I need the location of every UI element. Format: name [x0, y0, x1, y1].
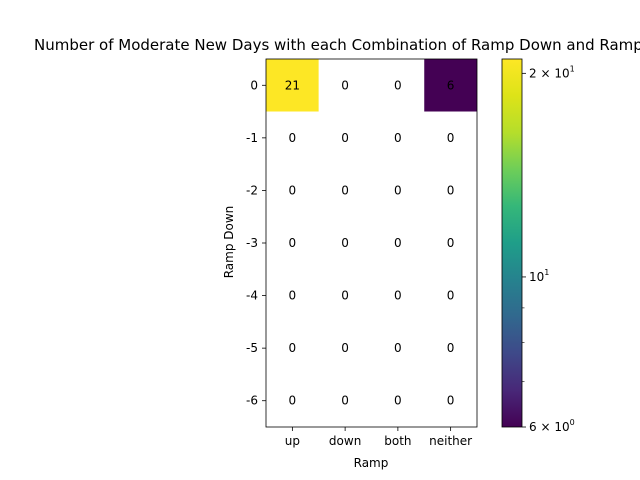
- heatmap-cell: [318, 59, 372, 112]
- cell-value-label: 0: [394, 131, 402, 145]
- cell-value-label: 0: [341, 131, 349, 145]
- y-tick-label: -6: [246, 394, 258, 408]
- chart-title: Number of Moderate New Days with each Co…: [34, 36, 640, 54]
- cell-value-label: 0: [289, 183, 297, 197]
- colorbar-gradient: [501, 58, 523, 428]
- cell-value-label: 0: [341, 341, 349, 355]
- heatmap-cell: [371, 216, 425, 270]
- cell-value-label: 6: [447, 78, 455, 92]
- y-tick-label: 0: [250, 78, 258, 92]
- cell-value-label: 0: [447, 289, 455, 303]
- colorbar-tick-label: 2 × 101: [529, 64, 575, 80]
- x-tick-label: neither: [429, 434, 472, 448]
- cell-value-label: 0: [289, 341, 297, 355]
- cell-value-label: 0: [394, 341, 402, 355]
- y-tick-label: -2: [246, 183, 258, 197]
- heatmap-cell: [266, 321, 319, 375]
- cell-value-label: 0: [341, 236, 349, 250]
- cell-value-label: 0: [447, 394, 455, 408]
- cell-value-label: 0: [447, 183, 455, 197]
- heatmap-cell: [266, 164, 319, 217]
- cell-value-label: 0: [447, 341, 455, 355]
- heatmap-cell: [424, 59, 477, 112]
- heatmap-plot-area: 21 0 0 6 0 0 0 0 0 0 0 0 0 0 0 0 0 0 0 0 0 0 0 0 0 0 0 0 up down both n…: [246, 58, 478, 448]
- cell-value-label: 0: [289, 236, 297, 250]
- cell-value-label: 0: [341, 183, 349, 197]
- heatmap-cell: [424, 269, 477, 322]
- cell-value-label: 0: [341, 78, 349, 92]
- heatmap-cell: [424, 321, 477, 375]
- heatmap-cell: [371, 59, 425, 112]
- y-tick-label: -4: [246, 289, 258, 303]
- colorbar: 6 × 100 101 2 × 101: [501, 58, 575, 434]
- cell-value-label: 0: [341, 289, 349, 303]
- cell-value-label: 0: [394, 183, 402, 197]
- heatmap-cell: [424, 374, 477, 427]
- cell-value-label: 0: [447, 236, 455, 250]
- cell-value-label: 0: [289, 394, 297, 408]
- heatmap-cell: [318, 374, 372, 427]
- heatmap-cell: [266, 374, 319, 427]
- x-axis-label: Ramp: [354, 456, 389, 470]
- cell-value-label: 0: [289, 131, 297, 145]
- cell-value-label: 0: [394, 394, 402, 408]
- y-axis-label: Ramp Down: [222, 206, 236, 279]
- heatmap-cell: [424, 216, 477, 270]
- heatmap-cell: [318, 111, 372, 165]
- y-tick-label: -1: [246, 131, 258, 145]
- heatmap-cell: [371, 164, 425, 217]
- heatmap-cell: [266, 269, 319, 322]
- cell-value-label: 0: [447, 131, 455, 145]
- heatmap-cell: [424, 164, 477, 217]
- heatmap-cell: [318, 164, 372, 217]
- heatmap-cell: [318, 269, 372, 322]
- x-tick-label: up: [285, 434, 300, 448]
- cell-value-label: 0: [341, 394, 349, 408]
- heatmap-cell: [371, 269, 425, 322]
- y-tick-label: -3: [246, 236, 258, 250]
- cell-value-label: 0: [394, 78, 402, 92]
- colorbar-tick-label: 101: [529, 268, 549, 284]
- heatmap-cell: [371, 111, 425, 165]
- heatmap-cell: [318, 321, 372, 375]
- heatmap-cell: [318, 216, 372, 270]
- cell-value-label: 0: [394, 289, 402, 303]
- heatmap-cell: [424, 111, 477, 165]
- cell-value-label: 21: [285, 78, 300, 92]
- colorbar-tick-label: 6 × 100: [529, 418, 575, 434]
- heatmap-cell: [266, 216, 319, 270]
- x-tick-label: both: [384, 434, 411, 448]
- y-tick-label: -5: [246, 341, 258, 355]
- cell-value-label: 0: [289, 289, 297, 303]
- heatmap-cell: [371, 321, 425, 375]
- heatmap-cell: [371, 374, 425, 427]
- x-tick-label: down: [329, 434, 361, 448]
- heatmap-cell: [266, 59, 319, 112]
- heatmap-cell: [266, 111, 319, 165]
- cell-value-label: 0: [394, 236, 402, 250]
